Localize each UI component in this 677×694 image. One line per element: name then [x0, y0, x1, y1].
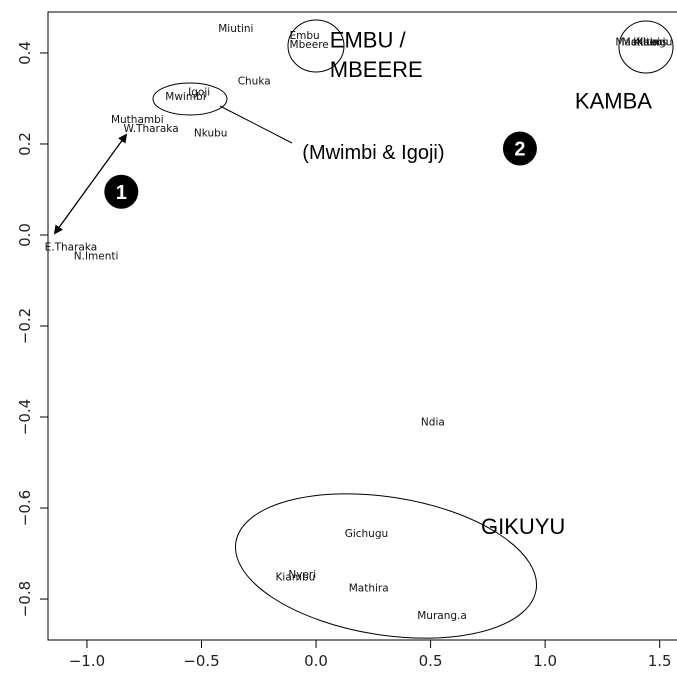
- annotation-label: MBEERE: [330, 57, 423, 82]
- point-label: Makueni: [622, 37, 666, 49]
- point-label: Chuka: [238, 75, 271, 87]
- point-label: Nkubu: [194, 128, 228, 140]
- point-label: Igoji: [188, 87, 210, 99]
- point-label: Mathira: [349, 583, 389, 595]
- x-tick-label: 0.5: [419, 652, 443, 670]
- point-label: Mwimbi: [165, 91, 205, 103]
- point-label: Machakos: [615, 37, 667, 49]
- group-annotations: EMBU / MBEERE KAMBA (Mwimbi & Igoji) GIKUYU: [302, 27, 652, 539]
- annotation-label: GIKUYU: [481, 514, 565, 539]
- y-tick-label: 0.0: [16, 223, 34, 247]
- y-tick-label: −0.6: [16, 490, 34, 526]
- point-label: Miutini: [218, 23, 253, 35]
- number-marker-label: 1: [116, 182, 127, 204]
- number-markers: 12: [104, 131, 537, 209]
- point-label: Ndia: [421, 417, 445, 429]
- kamba-circle: [618, 20, 674, 74]
- y-tick-label: 0.4: [16, 41, 34, 65]
- annotation-label: (Mwimbi & Igoji): [302, 142, 444, 164]
- y-tick-label: −0.4: [16, 399, 34, 435]
- cluster-outlines: [152, 19, 674, 639]
- x-tick-label: 0.0: [304, 652, 328, 670]
- x-tick-label: 1.5: [648, 652, 672, 670]
- mwimbi-igoji-connector: [219, 105, 293, 144]
- number-marker-label: 2: [514, 139, 525, 161]
- number-marker-circle: [104, 174, 139, 209]
- x-tick-label: −1.0: [69, 652, 105, 670]
- point-label: N.Imenti: [74, 250, 119, 262]
- y-axis: −0.8 −0.6 −0.4 −0.2 0.0 0.2 0.4: [16, 41, 49, 617]
- point-label: Gichugu: [345, 528, 388, 540]
- x-axis: −1.0 −0.5 0.0 0.5 1.0 1.5: [69, 639, 672, 670]
- y-tick-label: 0.2: [16, 132, 34, 156]
- point-label: W.Tharaka: [124, 123, 179, 135]
- embu-mbeere-circle: [287, 19, 345, 73]
- y-tick-label: −0.8: [16, 581, 34, 617]
- point-label: Kitui: [636, 37, 660, 49]
- y-tick-label: −0.2: [16, 308, 34, 344]
- x-tick-label: 1.0: [533, 652, 557, 670]
- annotation-label: EMBU /: [330, 27, 407, 52]
- point-label: Murang.a: [417, 610, 467, 622]
- point-label: Kiambu: [276, 571, 316, 583]
- point-label: Muthambi: [111, 114, 164, 126]
- point-label: Embu: [289, 30, 319, 42]
- x-tick-label: −0.5: [183, 652, 219, 670]
- point-label: Nyeri: [288, 569, 316, 581]
- number-marker-circle: [502, 131, 537, 166]
- annotation-label: KAMBA: [575, 89, 652, 114]
- distance-arrow: [53, 133, 128, 235]
- point-label: Mbeere: [290, 39, 329, 51]
- gikuyu-ellipse: [234, 493, 538, 639]
- point-label: E.Tharaka: [45, 241, 98, 253]
- mwimbi-igoji-ellipse: [152, 82, 228, 116]
- point-label: Kilungu: [633, 37, 672, 49]
